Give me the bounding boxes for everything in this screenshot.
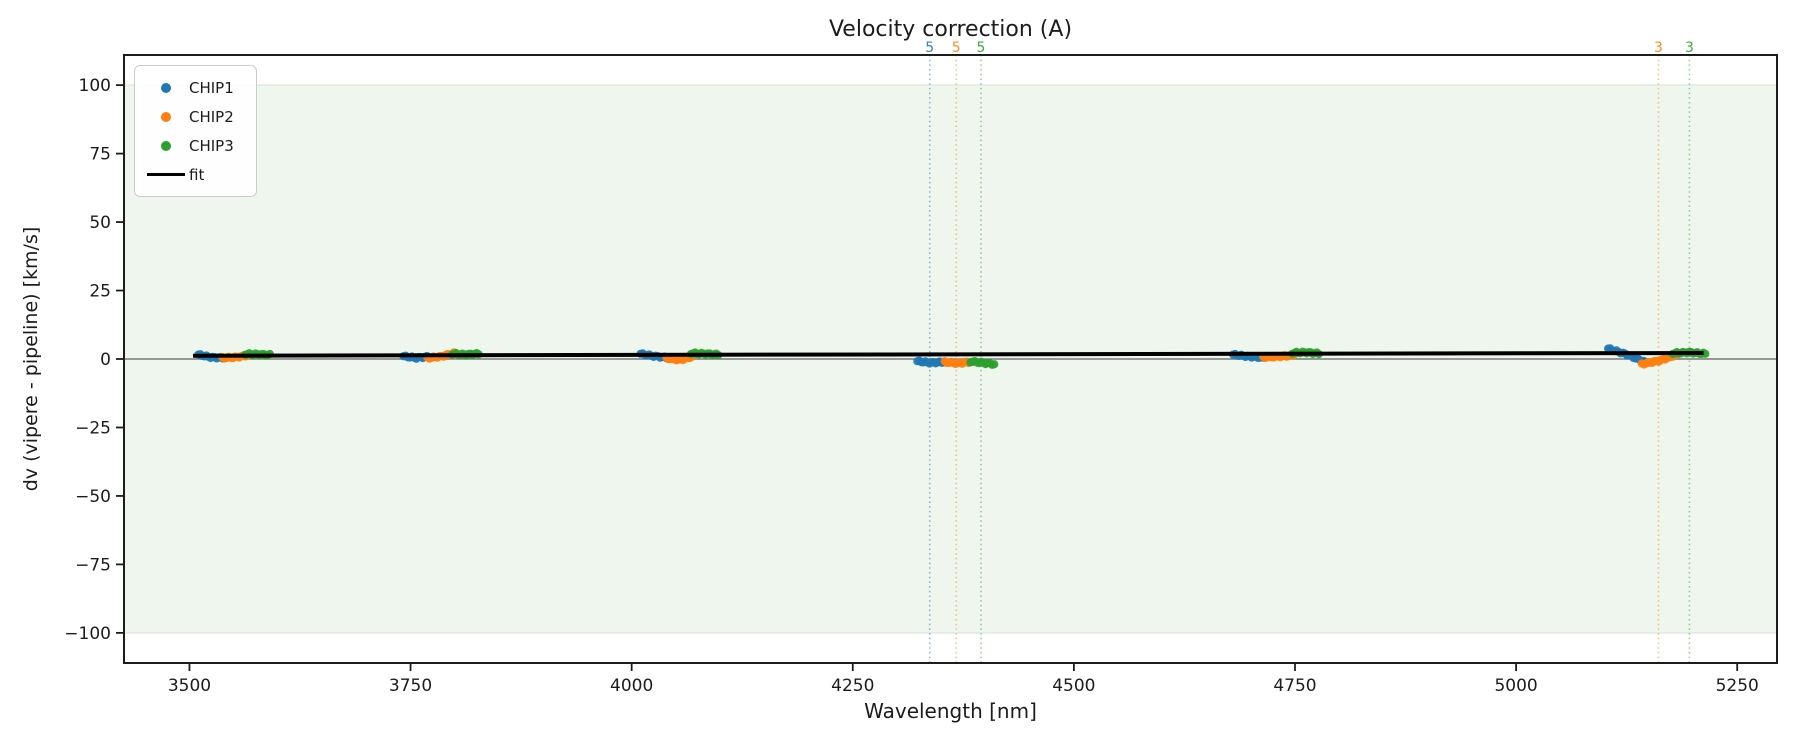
fit-line bbox=[192, 350, 1704, 358]
x-tick-label: 3500 bbox=[168, 676, 211, 696]
x-tick-label: 3750 bbox=[389, 676, 432, 696]
vline-label: 5 bbox=[977, 40, 986, 56]
legend-line-icon bbox=[143, 173, 189, 176]
y-tick-label: 25 bbox=[89, 282, 111, 302]
x-tick-label: 5250 bbox=[1716, 676, 1759, 696]
legend-item: CHIP2 bbox=[143, 102, 246, 131]
y-axis-label: dv (vipere - pipeline) [km/s] bbox=[20, 226, 42, 492]
legend-item-label: CHIP3 bbox=[189, 136, 234, 155]
x-tick-label: 4750 bbox=[1273, 676, 1316, 696]
y-tick-label: −75 bbox=[75, 555, 111, 575]
x-tick-label: 4000 bbox=[610, 676, 653, 696]
chart-title: Velocity correction (A) bbox=[828, 17, 1073, 42]
x-tick-label: 4500 bbox=[1052, 676, 1095, 696]
y-tick-label: 75 bbox=[89, 145, 111, 165]
x-axis-label: Wavelength [nm] bbox=[864, 699, 1037, 723]
legend-item: CHIP3 bbox=[143, 131, 246, 160]
data-point bbox=[990, 360, 999, 369]
y-tick-label: −50 bbox=[75, 487, 111, 507]
y-tick-label: −100 bbox=[64, 624, 111, 644]
legend-item-label: CHIP1 bbox=[189, 78, 234, 97]
legend-item-label: fit bbox=[189, 165, 205, 184]
legend-item-label: CHIP2 bbox=[189, 107, 234, 126]
legend-item: CHIP1 bbox=[143, 73, 246, 102]
vline-label: 3 bbox=[1654, 40, 1663, 56]
legend-item: fit bbox=[143, 160, 246, 189]
legend: CHIP1 CHIP2 CHIP3 fit bbox=[134, 65, 257, 197]
y-tick-label: 50 bbox=[89, 213, 111, 233]
vline-label: 5 bbox=[952, 40, 961, 56]
y-tick-label: −25 bbox=[75, 418, 111, 438]
legend-dot-icon bbox=[143, 140, 189, 151]
x-tick-label: 4250 bbox=[831, 676, 874, 696]
y-tick-label: 0 bbox=[100, 350, 111, 370]
vline-label: 3 bbox=[1685, 40, 1694, 56]
legend-dot-icon bbox=[143, 82, 189, 93]
axes-spine bbox=[123, 54, 1778, 664]
vline-label: 5 bbox=[925, 40, 934, 56]
legend-dot-icon bbox=[143, 111, 189, 122]
x-tick-label: 5000 bbox=[1494, 676, 1537, 696]
y-tick-label: 100 bbox=[79, 76, 111, 96]
